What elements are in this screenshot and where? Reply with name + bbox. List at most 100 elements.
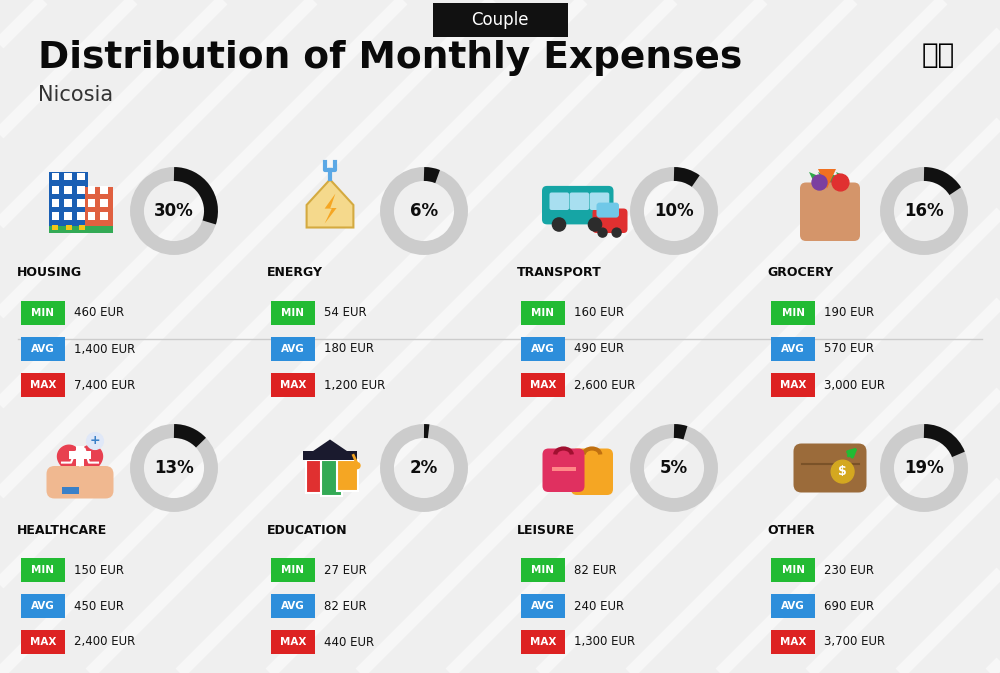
FancyBboxPatch shape bbox=[21, 594, 65, 618]
FancyBboxPatch shape bbox=[52, 186, 59, 194]
FancyBboxPatch shape bbox=[88, 186, 95, 194]
Circle shape bbox=[588, 218, 602, 231]
FancyBboxPatch shape bbox=[271, 594, 315, 618]
Text: 82 EUR: 82 EUR bbox=[324, 600, 367, 612]
FancyBboxPatch shape bbox=[77, 199, 85, 207]
Text: 450 EUR: 450 EUR bbox=[74, 600, 124, 612]
FancyBboxPatch shape bbox=[271, 337, 315, 361]
FancyBboxPatch shape bbox=[69, 451, 91, 459]
Circle shape bbox=[832, 174, 849, 191]
Text: 27 EUR: 27 EUR bbox=[324, 563, 367, 577]
Circle shape bbox=[812, 175, 827, 190]
Polygon shape bbox=[58, 446, 102, 486]
Text: MAX: MAX bbox=[30, 637, 56, 647]
Polygon shape bbox=[325, 194, 337, 223]
Text: 570 EUR: 570 EUR bbox=[824, 343, 874, 355]
Text: 180 EUR: 180 EUR bbox=[324, 343, 374, 355]
Text: $: $ bbox=[838, 464, 847, 478]
Text: Nicosia: Nicosia bbox=[38, 85, 113, 105]
Text: 13%: 13% bbox=[154, 459, 194, 477]
Text: 5%: 5% bbox=[660, 459, 688, 477]
FancyBboxPatch shape bbox=[64, 199, 72, 207]
Text: AVG: AVG bbox=[781, 344, 805, 354]
FancyBboxPatch shape bbox=[771, 337, 815, 361]
Text: 2,600 EUR: 2,600 EUR bbox=[574, 378, 635, 392]
Text: 230 EUR: 230 EUR bbox=[824, 563, 874, 577]
FancyBboxPatch shape bbox=[88, 212, 95, 220]
Text: AVG: AVG bbox=[31, 601, 55, 611]
Text: TRANSPORT: TRANSPORT bbox=[517, 267, 602, 279]
FancyBboxPatch shape bbox=[306, 460, 326, 493]
Text: LEISURE: LEISURE bbox=[517, 524, 575, 536]
FancyBboxPatch shape bbox=[321, 460, 342, 495]
FancyBboxPatch shape bbox=[21, 302, 65, 325]
Text: Couple: Couple bbox=[471, 11, 529, 29]
Text: MAX: MAX bbox=[530, 637, 556, 647]
FancyBboxPatch shape bbox=[77, 186, 85, 194]
Circle shape bbox=[87, 433, 103, 450]
FancyBboxPatch shape bbox=[521, 558, 565, 581]
Text: MAX: MAX bbox=[780, 380, 806, 390]
FancyBboxPatch shape bbox=[100, 212, 108, 220]
Text: 82 EUR: 82 EUR bbox=[574, 563, 617, 577]
Text: 3,700 EUR: 3,700 EUR bbox=[824, 635, 885, 649]
FancyBboxPatch shape bbox=[771, 374, 815, 397]
FancyBboxPatch shape bbox=[570, 192, 589, 210]
Text: OTHER: OTHER bbox=[767, 524, 815, 536]
FancyBboxPatch shape bbox=[521, 630, 565, 653]
FancyBboxPatch shape bbox=[271, 630, 315, 653]
Text: MIN: MIN bbox=[532, 565, 554, 575]
FancyBboxPatch shape bbox=[49, 172, 88, 227]
FancyBboxPatch shape bbox=[79, 225, 85, 229]
FancyBboxPatch shape bbox=[46, 466, 114, 499]
Text: 460 EUR: 460 EUR bbox=[74, 306, 124, 320]
FancyBboxPatch shape bbox=[52, 199, 59, 207]
FancyBboxPatch shape bbox=[771, 302, 815, 325]
Text: 490 EUR: 490 EUR bbox=[574, 343, 624, 355]
Text: MIN: MIN bbox=[31, 308, 54, 318]
FancyBboxPatch shape bbox=[52, 172, 59, 180]
Text: 30%: 30% bbox=[154, 202, 194, 220]
Text: HOUSING: HOUSING bbox=[17, 267, 82, 279]
FancyBboxPatch shape bbox=[521, 337, 565, 361]
FancyBboxPatch shape bbox=[21, 337, 65, 361]
FancyBboxPatch shape bbox=[771, 630, 815, 653]
Circle shape bbox=[552, 218, 566, 231]
Text: MIN: MIN bbox=[532, 308, 554, 318]
Text: 1,300 EUR: 1,300 EUR bbox=[574, 635, 635, 649]
FancyBboxPatch shape bbox=[800, 182, 860, 241]
Text: 240 EUR: 240 EUR bbox=[574, 600, 624, 612]
Polygon shape bbox=[809, 172, 820, 188]
FancyBboxPatch shape bbox=[590, 192, 609, 210]
FancyBboxPatch shape bbox=[66, 225, 72, 229]
FancyBboxPatch shape bbox=[85, 187, 113, 227]
Text: 190 EUR: 190 EUR bbox=[824, 306, 874, 320]
FancyBboxPatch shape bbox=[432, 3, 568, 37]
FancyBboxPatch shape bbox=[21, 630, 65, 653]
Text: MAX: MAX bbox=[280, 637, 306, 647]
FancyBboxPatch shape bbox=[337, 460, 358, 491]
Text: GROCERY: GROCERY bbox=[767, 267, 833, 279]
Text: 1,200 EUR: 1,200 EUR bbox=[324, 378, 385, 392]
Text: MAX: MAX bbox=[30, 380, 56, 390]
Text: AVG: AVG bbox=[31, 344, 55, 354]
FancyBboxPatch shape bbox=[77, 212, 85, 220]
FancyBboxPatch shape bbox=[521, 374, 565, 397]
Text: 160 EUR: 160 EUR bbox=[574, 306, 624, 320]
Text: EDUCATION: EDUCATION bbox=[267, 524, 348, 536]
FancyBboxPatch shape bbox=[592, 209, 628, 233]
Polygon shape bbox=[307, 180, 353, 227]
FancyBboxPatch shape bbox=[771, 594, 815, 618]
FancyBboxPatch shape bbox=[64, 186, 72, 194]
Text: AVG: AVG bbox=[531, 344, 555, 354]
Text: 6%: 6% bbox=[410, 202, 438, 220]
Text: 440 EUR: 440 EUR bbox=[324, 635, 374, 649]
Text: 19%: 19% bbox=[904, 459, 944, 477]
FancyBboxPatch shape bbox=[62, 487, 79, 493]
FancyBboxPatch shape bbox=[794, 444, 867, 493]
FancyBboxPatch shape bbox=[521, 594, 565, 618]
Text: 🇨🇾: 🇨🇾 bbox=[921, 41, 955, 69]
FancyBboxPatch shape bbox=[596, 203, 619, 217]
Text: 16%: 16% bbox=[904, 202, 944, 220]
Text: MIN: MIN bbox=[782, 308, 805, 318]
